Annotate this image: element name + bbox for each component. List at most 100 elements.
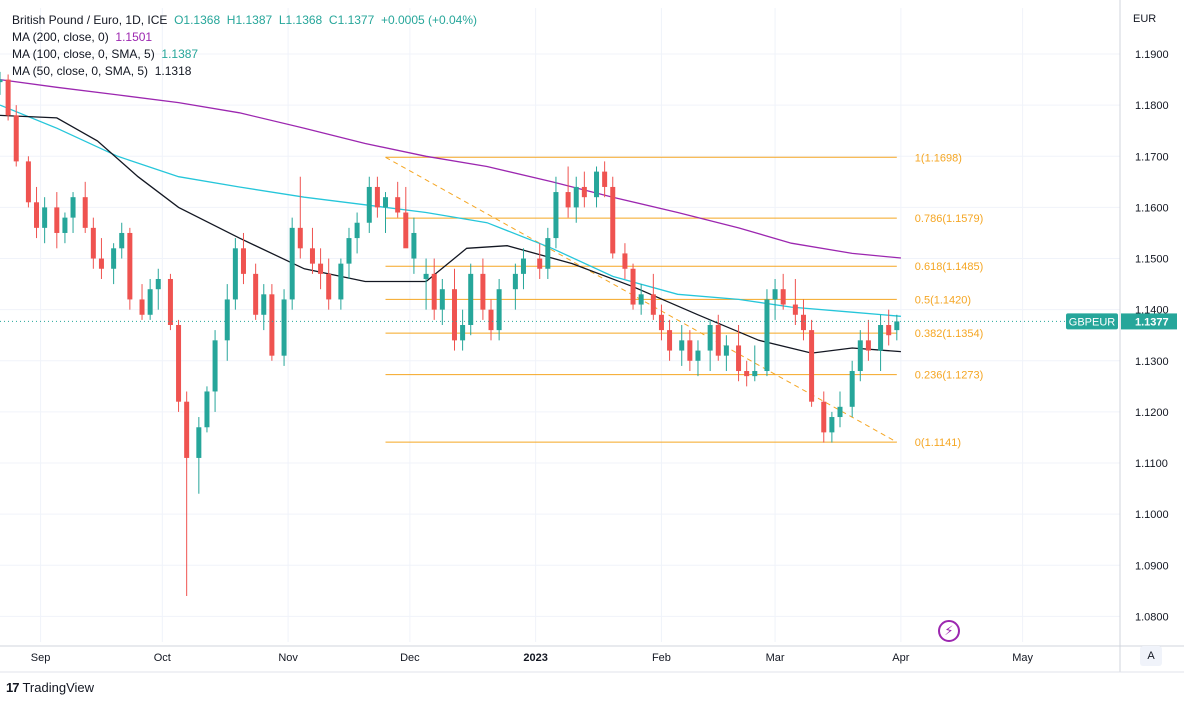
candle-body <box>127 232 133 300</box>
candle <box>809 319 815 407</box>
candle-body <box>82 197 88 228</box>
fib-level-label: 0.618(1.1485) <box>915 261 984 273</box>
candle-body <box>886 325 892 336</box>
y-tick-label: 1.1600 <box>1135 202 1169 214</box>
candle-body <box>240 248 246 274</box>
candle-body <box>744 371 750 377</box>
candle-body <box>772 289 778 300</box>
candle <box>723 335 729 372</box>
candle-body <box>354 222 360 239</box>
candle <box>411 217 417 274</box>
ma100-line <box>0 104 901 317</box>
candle <box>800 299 806 341</box>
x-tick-label: Dec <box>400 652 420 664</box>
axes: 1.19001.18001.17001.16001.15001.14001.13… <box>0 0 1184 673</box>
candle <box>772 278 778 320</box>
candle <box>780 273 786 310</box>
candle-body <box>723 345 729 356</box>
candle-body <box>184 401 190 458</box>
candle-body <box>764 299 770 372</box>
x-tick-label: Mar <box>766 652 785 664</box>
candle <box>70 192 76 233</box>
candle <box>176 319 182 412</box>
candle-body <box>821 401 827 433</box>
candle <box>622 243 628 279</box>
candle <box>594 166 600 208</box>
candle <box>610 176 616 259</box>
brand-name: TradingView <box>22 680 95 695</box>
candle <box>602 161 608 198</box>
legend-ma100[interactable]: MA (100, close, 0, SMA, 5) 1.1387 <box>12 46 477 63</box>
candle-body <box>253 273 259 315</box>
candle-body <box>736 345 742 372</box>
candle-body <box>196 427 202 458</box>
x-tick-label: Feb <box>652 652 671 664</box>
candle-body <box>622 253 628 269</box>
candle-body <box>553 192 559 239</box>
candle <box>232 238 238 310</box>
candle-body <box>865 340 871 351</box>
candle <box>240 232 246 285</box>
candle-body <box>395 197 401 213</box>
candle <box>451 268 457 351</box>
candle-body <box>318 263 324 274</box>
candle <box>707 319 713 372</box>
ma200-line <box>0 78 901 259</box>
candle-body <box>431 273 437 310</box>
candle-body <box>269 294 275 356</box>
candle <box>167 273 173 331</box>
candle <box>261 284 267 331</box>
candle-body <box>520 258 526 274</box>
candle-body <box>792 304 798 315</box>
fib-level-label: 0.786(1.1579) <box>915 213 984 225</box>
candle-body <box>13 115 19 162</box>
candle <box>460 309 466 351</box>
legend-ma200[interactable]: MA (200, close, 0) 1.1501 <box>12 29 477 46</box>
candle-body <box>212 340 218 392</box>
y-tick-label: 1.1300 <box>1135 356 1169 368</box>
footer-brand[interactable]: 17 TradingView <box>6 680 94 695</box>
candle <box>496 278 502 341</box>
candle-body <box>894 321 900 331</box>
candle <box>309 227 315 274</box>
candle-body <box>70 197 76 218</box>
fib-level-label: 0(1.1141) <box>915 437 961 449</box>
candle-body <box>232 248 238 300</box>
candle <box>42 197 48 244</box>
candle-body <box>224 299 230 341</box>
candle-body <box>837 406 843 418</box>
legend-ma50[interactable]: MA (50, close, 0, SMA, 5) 1.1318 <box>12 63 477 80</box>
candle <box>196 417 202 494</box>
candle-body <box>326 273 332 300</box>
ma200-label: MA (200, close, 0) <box>12 30 109 44</box>
auto-scale-button[interactable]: A <box>1140 646 1162 666</box>
candle <box>736 325 742 382</box>
candle-body <box>707 325 713 351</box>
candle <box>62 212 68 244</box>
candle-body <box>289 227 295 300</box>
candle <box>480 258 486 320</box>
candle <box>468 263 474 336</box>
ma50-value: 1.1318 <box>154 64 192 78</box>
candle-body <box>147 289 153 315</box>
candle <box>289 217 295 310</box>
candle <box>184 391 190 596</box>
candle-body <box>383 197 389 208</box>
candle <box>886 309 892 346</box>
candle <box>318 248 324 290</box>
candle <box>326 258 332 310</box>
x-tick-label: May <box>1012 652 1033 664</box>
candle-body <box>119 232 125 249</box>
lightning-icon[interactable]: ⚡ <box>938 620 960 642</box>
candle-body <box>261 294 267 315</box>
candle <box>395 181 401 218</box>
candle-body <box>687 340 693 361</box>
candle <box>281 289 287 366</box>
candle <box>423 258 429 310</box>
candle <box>695 340 701 377</box>
symbol-tag-bg <box>1066 313 1118 330</box>
candle-body <box>281 299 287 356</box>
candle <box>650 273 656 320</box>
